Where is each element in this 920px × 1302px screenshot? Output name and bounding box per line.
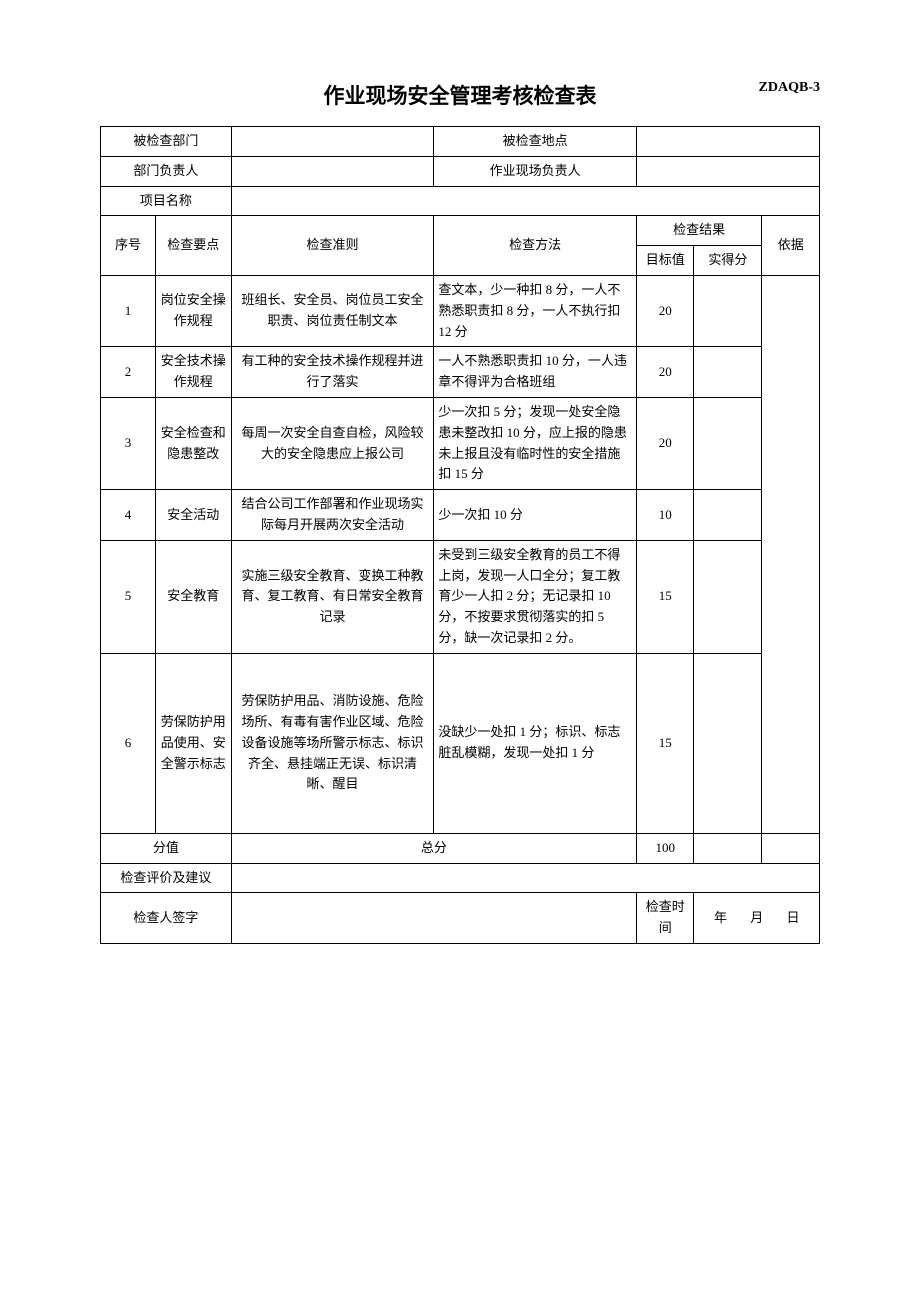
cell-target: 15 — [636, 540, 694, 653]
signer-value — [231, 893, 636, 944]
cell-score — [694, 347, 762, 398]
project-name-value — [231, 186, 819, 216]
doc-code: ZDAQB-3 — [759, 80, 820, 96]
header-row-2: 部门负责人 作业现场负责人 — [101, 156, 820, 186]
cell-seq: 3 — [101, 397, 156, 489]
day-label: 日 — [786, 910, 799, 925]
year-label: 年 — [714, 910, 727, 925]
cell-target: 15 — [636, 653, 694, 833]
signer-label: 检查人签字 — [101, 893, 232, 944]
cell-rule: 每周一次安全自查自检，风险较大的安全隐患应上报公司 — [231, 397, 434, 489]
site-leader-value — [636, 156, 819, 186]
cell-method: 少一次扣 5 分；发现一处安全隐患未整改扣 10 分，应上报的隐患未上报且没有临… — [434, 397, 637, 489]
inspected-place-label: 被检查地点 — [434, 127, 637, 157]
cell-method: 未受到三级安全教育的员工不得上岗，发现一人口全分；复工教育少一人扣 2 分；无记… — [434, 540, 637, 653]
cell-score — [694, 653, 762, 833]
eval-label: 检查评价及建议 — [101, 863, 232, 893]
dept-leader-value — [231, 156, 434, 186]
project-name-label: 项目名称 — [101, 186, 232, 216]
inspected-dept-label: 被检查部门 — [101, 127, 232, 157]
page-title: 作业现场安全管理考核检查表 — [324, 80, 597, 110]
total-basis — [762, 833, 820, 863]
dept-leader-label: 部门负责人 — [101, 156, 232, 186]
cell-rule: 劳保防护用品、消防设施、危险场所、有毒有害作业区域、危险设备设施等场所警示标志、… — [231, 653, 434, 833]
cell-rule: 实施三级安全教育、变换工种教育、复工教育、有日常安全教育记录 — [231, 540, 434, 653]
cell-target: 10 — [636, 490, 694, 541]
inspected-place-value — [636, 127, 819, 157]
col-score: 实得分 — [694, 246, 762, 276]
cell-target: 20 — [636, 275, 694, 346]
cell-target: 20 — [636, 347, 694, 398]
table-row: 4 安全活动 结合公司工作部署和作业现场实际每月开展两次安全活动 少一次扣 10… — [101, 490, 820, 541]
cell-point: 劳保防护用品使用、安全警示标志 — [155, 653, 231, 833]
cell-point: 安全教育 — [155, 540, 231, 653]
footer-eval-row: 检查评价及建议 — [101, 863, 820, 893]
cell-score — [694, 490, 762, 541]
cell-rule: 结合公司工作部署和作业现场实际每月开展两次安全活动 — [231, 490, 434, 541]
header-row-3: 项目名称 — [101, 186, 820, 216]
cell-score — [694, 540, 762, 653]
cell-seq: 5 — [101, 540, 156, 653]
month-label: 月 — [750, 910, 763, 925]
cell-method: 查文本，少一种扣 8 分，一人不熟悉职责扣 8 分，一人不执行扣 12 分 — [434, 275, 637, 346]
table-row: 1 岗位安全操作规程 班组长、安全员、岗位员工安全职责、岗位责任制文本 查文本，… — [101, 275, 820, 346]
cell-point: 安全技术操作规程 — [155, 347, 231, 398]
cell-rule: 班组长、安全员、岗位员工安全职责、岗位责任制文本 — [231, 275, 434, 346]
table-row: 3 安全检查和隐患整改 每周一次安全自查自检，风险较大的安全隐患应上报公司 少一… — [101, 397, 820, 489]
cell-seq: 4 — [101, 490, 156, 541]
table-row: 6 劳保防护用品使用、安全警示标志 劳保防护用品、消防设施、危险场所、有毒有害作… — [101, 653, 820, 833]
col-seq: 序号 — [101, 216, 156, 276]
cell-seq: 6 — [101, 653, 156, 833]
table-row: 2 安全技术操作规程 有工种的安全技术操作规程并进行了落实 一人不熟悉职责扣 1… — [101, 347, 820, 398]
col-target: 目标值 — [636, 246, 694, 276]
cell-score — [694, 275, 762, 346]
total-score — [694, 833, 762, 863]
time-value: 年 月 日 — [694, 893, 820, 944]
site-leader-label: 作业现场负责人 — [434, 156, 637, 186]
total-target: 100 — [636, 833, 694, 863]
col-point: 检查要点 — [155, 216, 231, 276]
time-label: 检查时间 — [636, 893, 694, 944]
footer-sign-row: 检查人签字 检查时间 年 月 日 — [101, 893, 820, 944]
col-basis: 依据 — [762, 216, 820, 276]
total-label: 总分 — [231, 833, 636, 863]
cell-basis — [762, 275, 820, 833]
cell-seq: 1 — [101, 275, 156, 346]
cell-method: 没缺少一处扣 1 分；标识、标志脏乱模糊，发现一处扣 1 分 — [434, 653, 637, 833]
eval-value — [231, 863, 819, 893]
cell-target: 20 — [636, 397, 694, 489]
cell-seq: 2 — [101, 347, 156, 398]
cell-rule: 有工种的安全技术操作规程并进行了落实 — [231, 347, 434, 398]
cell-method: 少一次扣 10 分 — [434, 490, 637, 541]
inspected-dept-value — [231, 127, 434, 157]
cell-point: 安全检查和隐患整改 — [155, 397, 231, 489]
column-header-row-1: 序号 检查要点 检查准则 检查方法 检查结果 依据 — [101, 216, 820, 246]
col-method: 检查方法 — [434, 216, 637, 276]
cell-method: 一人不熟悉职责扣 10 分，一人违章不得评为合格班组 — [434, 347, 637, 398]
header-row-1: 被检查部门 被检查地点 — [101, 127, 820, 157]
col-rule: 检查准则 — [231, 216, 434, 276]
table-row: 5 安全教育 实施三级安全教育、变换工种教育、复工教育、有日常安全教育记录 未受… — [101, 540, 820, 653]
score-label: 分值 — [101, 833, 232, 863]
cell-score — [694, 397, 762, 489]
footer-score-row: 分值 总分 100 — [101, 833, 820, 863]
col-result: 检查结果 — [636, 216, 761, 246]
cell-point: 安全活动 — [155, 490, 231, 541]
inspection-table: 被检查部门 被检查地点 部门负责人 作业现场负责人 项目名称 序号 检查要点 检… — [100, 126, 820, 944]
cell-point: 岗位安全操作规程 — [155, 275, 231, 346]
